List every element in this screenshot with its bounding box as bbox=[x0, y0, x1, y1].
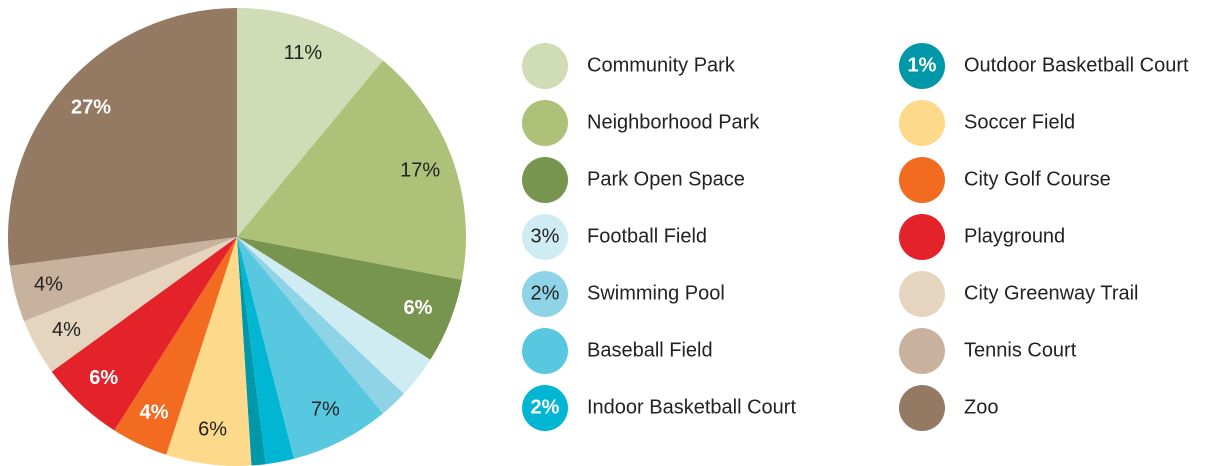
legend-label: Park Open Space bbox=[587, 168, 745, 190]
legend-swatch bbox=[899, 385, 945, 431]
legend-swatch bbox=[522, 43, 568, 89]
slice-label: 4% bbox=[140, 401, 169, 423]
pie-slice bbox=[237, 237, 462, 360]
pie-slice bbox=[237, 8, 383, 237]
pie-slice bbox=[237, 237, 383, 459]
legend-label: Tennis Court bbox=[964, 339, 1077, 361]
legend-swatch bbox=[899, 43, 945, 89]
pie-slice bbox=[237, 60, 466, 280]
legend-value-label: 3% bbox=[531, 225, 560, 247]
slice-label: 6% bbox=[404, 297, 433, 319]
legend-label: City Golf Course bbox=[964, 168, 1111, 190]
legend-label: Zoo bbox=[964, 396, 998, 418]
legend-value-label: 1% bbox=[908, 54, 937, 76]
legend-swatch bbox=[522, 157, 568, 203]
pie-slice bbox=[237, 237, 431, 394]
legend-label: Swimming Pool bbox=[587, 282, 725, 304]
legend-label: Playground bbox=[964, 225, 1065, 247]
pie-slice bbox=[237, 237, 294, 465]
legend-swatch bbox=[522, 100, 568, 146]
legend-value-label: 2% bbox=[531, 396, 560, 418]
legend-swatch bbox=[899, 157, 945, 203]
legend-swatch bbox=[522, 214, 568, 260]
pie-slice bbox=[51, 237, 237, 431]
slice-label: 4% bbox=[34, 274, 63, 296]
pie-slice bbox=[166, 237, 252, 466]
legend-label: Outdoor Basketball Court bbox=[964, 54, 1189, 76]
pie-slice bbox=[237, 237, 404, 414]
legend-value-label: 2% bbox=[531, 282, 560, 304]
legend-label: Neighborhood Park bbox=[587, 111, 760, 133]
legend-label: Football Field bbox=[587, 225, 707, 247]
pie-slice bbox=[114, 237, 237, 455]
legend-label: Baseball Field bbox=[587, 339, 713, 361]
pie-slice bbox=[24, 237, 238, 372]
slice-label: 6% bbox=[89, 367, 118, 389]
slice-label: 27% bbox=[71, 97, 111, 119]
legend-swatch bbox=[899, 328, 945, 374]
slice-label: 17% bbox=[400, 159, 440, 181]
slice-label: 11% bbox=[284, 42, 323, 64]
legend-swatch bbox=[522, 385, 568, 431]
pie-slice bbox=[7, 8, 237, 266]
slice-label: 6% bbox=[198, 418, 227, 440]
legend-swatch bbox=[899, 100, 945, 146]
legend-swatch bbox=[522, 271, 568, 317]
legend-label: City Greenway Trail bbox=[964, 282, 1139, 304]
legend-label: Indoor Basketball Court bbox=[587, 396, 796, 418]
legend-swatch bbox=[899, 271, 945, 317]
legend-label: Soccer Field bbox=[964, 111, 1075, 133]
slice-label: 4% bbox=[52, 319, 81, 341]
legend-label: Community Park bbox=[587, 54, 736, 76]
legend-swatch bbox=[522, 328, 568, 374]
slice-label: 7% bbox=[311, 399, 340, 421]
legend-swatch bbox=[899, 214, 945, 260]
pie-slice bbox=[9, 237, 237, 322]
pie-slice bbox=[237, 237, 266, 466]
